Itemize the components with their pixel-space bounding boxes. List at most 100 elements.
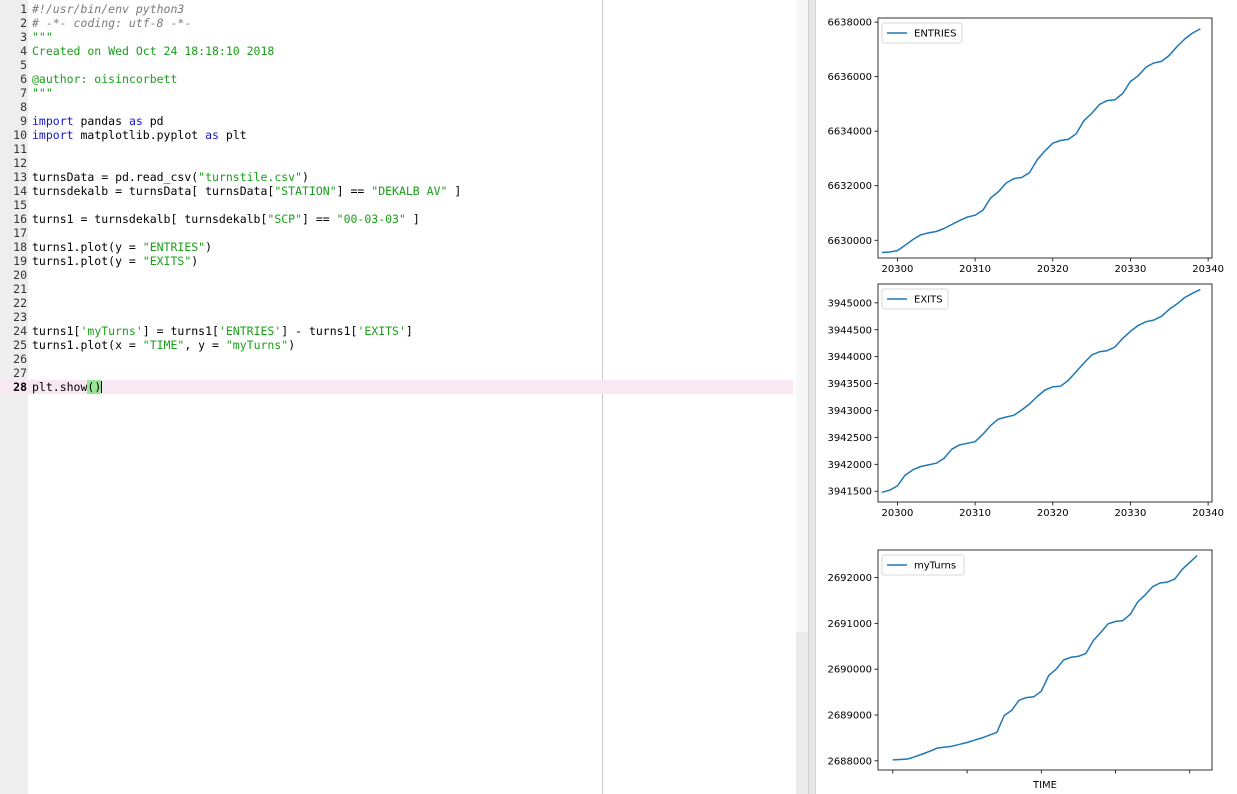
y-tick-label: 6630000 <box>827 236 872 247</box>
code-line[interactable]: 27 <box>0 366 793 380</box>
x-tick-label: 20330 <box>1115 264 1147 275</box>
code-line[interactable]: 16 turns1 = turnsdekalb[ turnsdekalb["SCP… <box>0 212 793 226</box>
line-number: 17 <box>13 226 27 240</box>
code-line[interactable]: 28 plt.show() <box>0 380 793 394</box>
code-line[interactable]: 10 import matplotlib.pyplot as plt <box>0 128 793 142</box>
plots-pane: 6630000 6632000 6634000 6636000 6638000 20300… <box>816 0 1237 794</box>
code-token: "STATION" <box>274 184 337 198</box>
code-line[interactable]: 18 turns1.plot(y = "ENTRIES") <box>0 240 793 254</box>
line-number-gutter <box>0 0 28 794</box>
code-token: """ <box>32 86 53 100</box>
y-tick-label: 2692000 <box>827 573 872 584</box>
code-token: import <box>32 114 74 128</box>
y-tick-label: 3944000 <box>827 352 872 363</box>
code-line[interactable]: 6 @author: oisincorbett <box>0 72 793 86</box>
code-line[interactable]: 14 turnsdekalb = turnsData[ turnsData["ST… <box>0 184 793 198</box>
line-number: 21 <box>13 282 27 296</box>
code-text: turnsData = pd.read_csv("turnstile.csv") <box>32 170 309 184</box>
x-axis-label: TIME <box>1032 780 1057 791</box>
code-token: pd <box>142 114 164 128</box>
plot-frame <box>877 17 1213 259</box>
code-line[interactable]: 22 <box>0 296 793 310</box>
code-token: ] - turns1[ <box>281 324 358 338</box>
code-line[interactable]: 4 Created on Wed Oct 24 18:18:10 2018 <box>0 44 793 58</box>
legend: EXITS <box>881 288 949 310</box>
line-number: 12 <box>13 156 27 170</box>
x-tick-label: 20310 <box>959 264 991 275</box>
line-number: 15 <box>13 198 27 212</box>
x-tick-label: 20340 <box>1192 508 1224 519</box>
code-text: turns1.plot(x = "TIME", y = "myTurns") <box>32 338 295 352</box>
code-line[interactable]: 9 import pandas as pd <box>0 114 793 128</box>
y-tick-label: 3942500 <box>827 433 872 444</box>
line-number: 23 <box>13 310 27 324</box>
code-token: turnsdekalb = turnsData[ turnsData[ <box>32 184 275 198</box>
line-number: 2 <box>20 16 27 30</box>
legend: ENTRIES <box>881 22 963 44</box>
x-tick-label: 20340 <box>1192 264 1224 275</box>
line-number: 20 <box>13 268 27 282</box>
scrollbar-thumb[interactable] <box>796 632 808 794</box>
code-editor[interactable]: 1 #!/usr/bin/env python3 2 # -*- coding: ut… <box>0 0 808 794</box>
y-tick-label: 6632000 <box>827 181 872 192</box>
code-line[interactable]: 3 """ <box>0 30 793 44</box>
code-token: as <box>205 128 219 142</box>
vertical-scrollbar[interactable] <box>796 0 808 794</box>
legend-label: myTurns <box>914 561 956 572</box>
code-token: ) <box>302 170 309 184</box>
line-number: 16 <box>13 212 27 226</box>
legend-box <box>881 22 963 44</box>
code-line[interactable]: 7 """ <box>0 86 793 100</box>
code-token: ] <box>405 212 420 226</box>
code-line[interactable]: 1 #!/usr/bin/env python3 <box>0 2 793 16</box>
code-line[interactable]: 15 <box>0 198 793 212</box>
code-line[interactable]: 13 turnsData = pd.read_csv("turnstile.csv… <box>0 170 793 184</box>
code-token: "TIME" <box>142 338 185 352</box>
edge-line <box>602 0 603 794</box>
code-token: ] <box>405 324 413 338</box>
y-tick-label: 6634000 <box>827 127 872 138</box>
y-tick-label: 6638000 <box>827 18 872 29</box>
code-token: 'EXITS' <box>357 324 406 338</box>
code-text: #!/usr/bin/env python3 <box>32 2 184 16</box>
plot-frame <box>877 549 1213 771</box>
code-text: Created on Wed Oct 24 18:18:10 2018 <box>32 44 274 58</box>
legend-label: ENTRIES <box>914 29 956 40</box>
code-line[interactable]: 19 turns1.plot(y = "EXITS") <box>0 254 793 268</box>
code-line[interactable]: 2 # -*- coding: utf-8 -*- <box>0 16 793 30</box>
code-line[interactable]: 21 <box>0 282 793 296</box>
line-number: 7 <box>20 86 27 100</box>
x-tick-label: 20320 <box>1037 264 1069 275</box>
code-line[interactable]: 12 <box>0 156 793 170</box>
code-line[interactable]: 5 <box>0 58 793 72</box>
pane-splitter[interactable] <box>808 0 816 794</box>
code-line[interactable]: 20 <box>0 268 793 282</box>
code-token: "DEKALB AV" <box>371 184 448 198</box>
code-text: import matplotlib.pyplot as plt <box>32 128 247 142</box>
line-number: 6 <box>20 72 27 86</box>
legend: myTurns <box>881 554 965 576</box>
code-token: turns1 = turnsdekalb[ turnsdekalb[ <box>32 212 268 226</box>
code-line[interactable]: 24 turns1['myTurns'] = turns1['ENTRIES'] … <box>0 324 793 338</box>
code-line[interactable]: 8 <box>0 100 793 114</box>
code-token: ] == <box>336 184 372 198</box>
code-token: @author: oisincorbett <box>32 72 178 86</box>
chart-1: 3941500 3942000 3942500 3943000 3943500 39440… <box>827 283 1224 519</box>
code-text: @author: oisincorbett <box>32 72 177 86</box>
line-number: 24 <box>13 324 27 338</box>
line-number: 26 <box>13 352 27 366</box>
legend-box <box>881 288 949 310</box>
x-tick-label: 20300 <box>882 508 914 519</box>
code-line[interactable]: 25 turns1.plot(x = "TIME", y = "myTurns") <box>0 338 793 352</box>
code-line[interactable]: 11 <box>0 142 793 156</box>
code-line[interactable]: 23 <box>0 310 793 324</box>
y-tick-label: 2688000 <box>827 756 872 767</box>
code-line[interactable]: 17 <box>0 226 793 240</box>
line-number: 9 <box>20 114 27 128</box>
line-number: 8 <box>20 100 27 114</box>
code-token: ] = turns1[ <box>142 324 219 338</box>
code-token: ) <box>288 338 296 352</box>
line-number: 13 <box>13 170 27 184</box>
code-line[interactable]: 26 <box>0 352 793 366</box>
code-text: import pandas as pd <box>32 114 164 128</box>
